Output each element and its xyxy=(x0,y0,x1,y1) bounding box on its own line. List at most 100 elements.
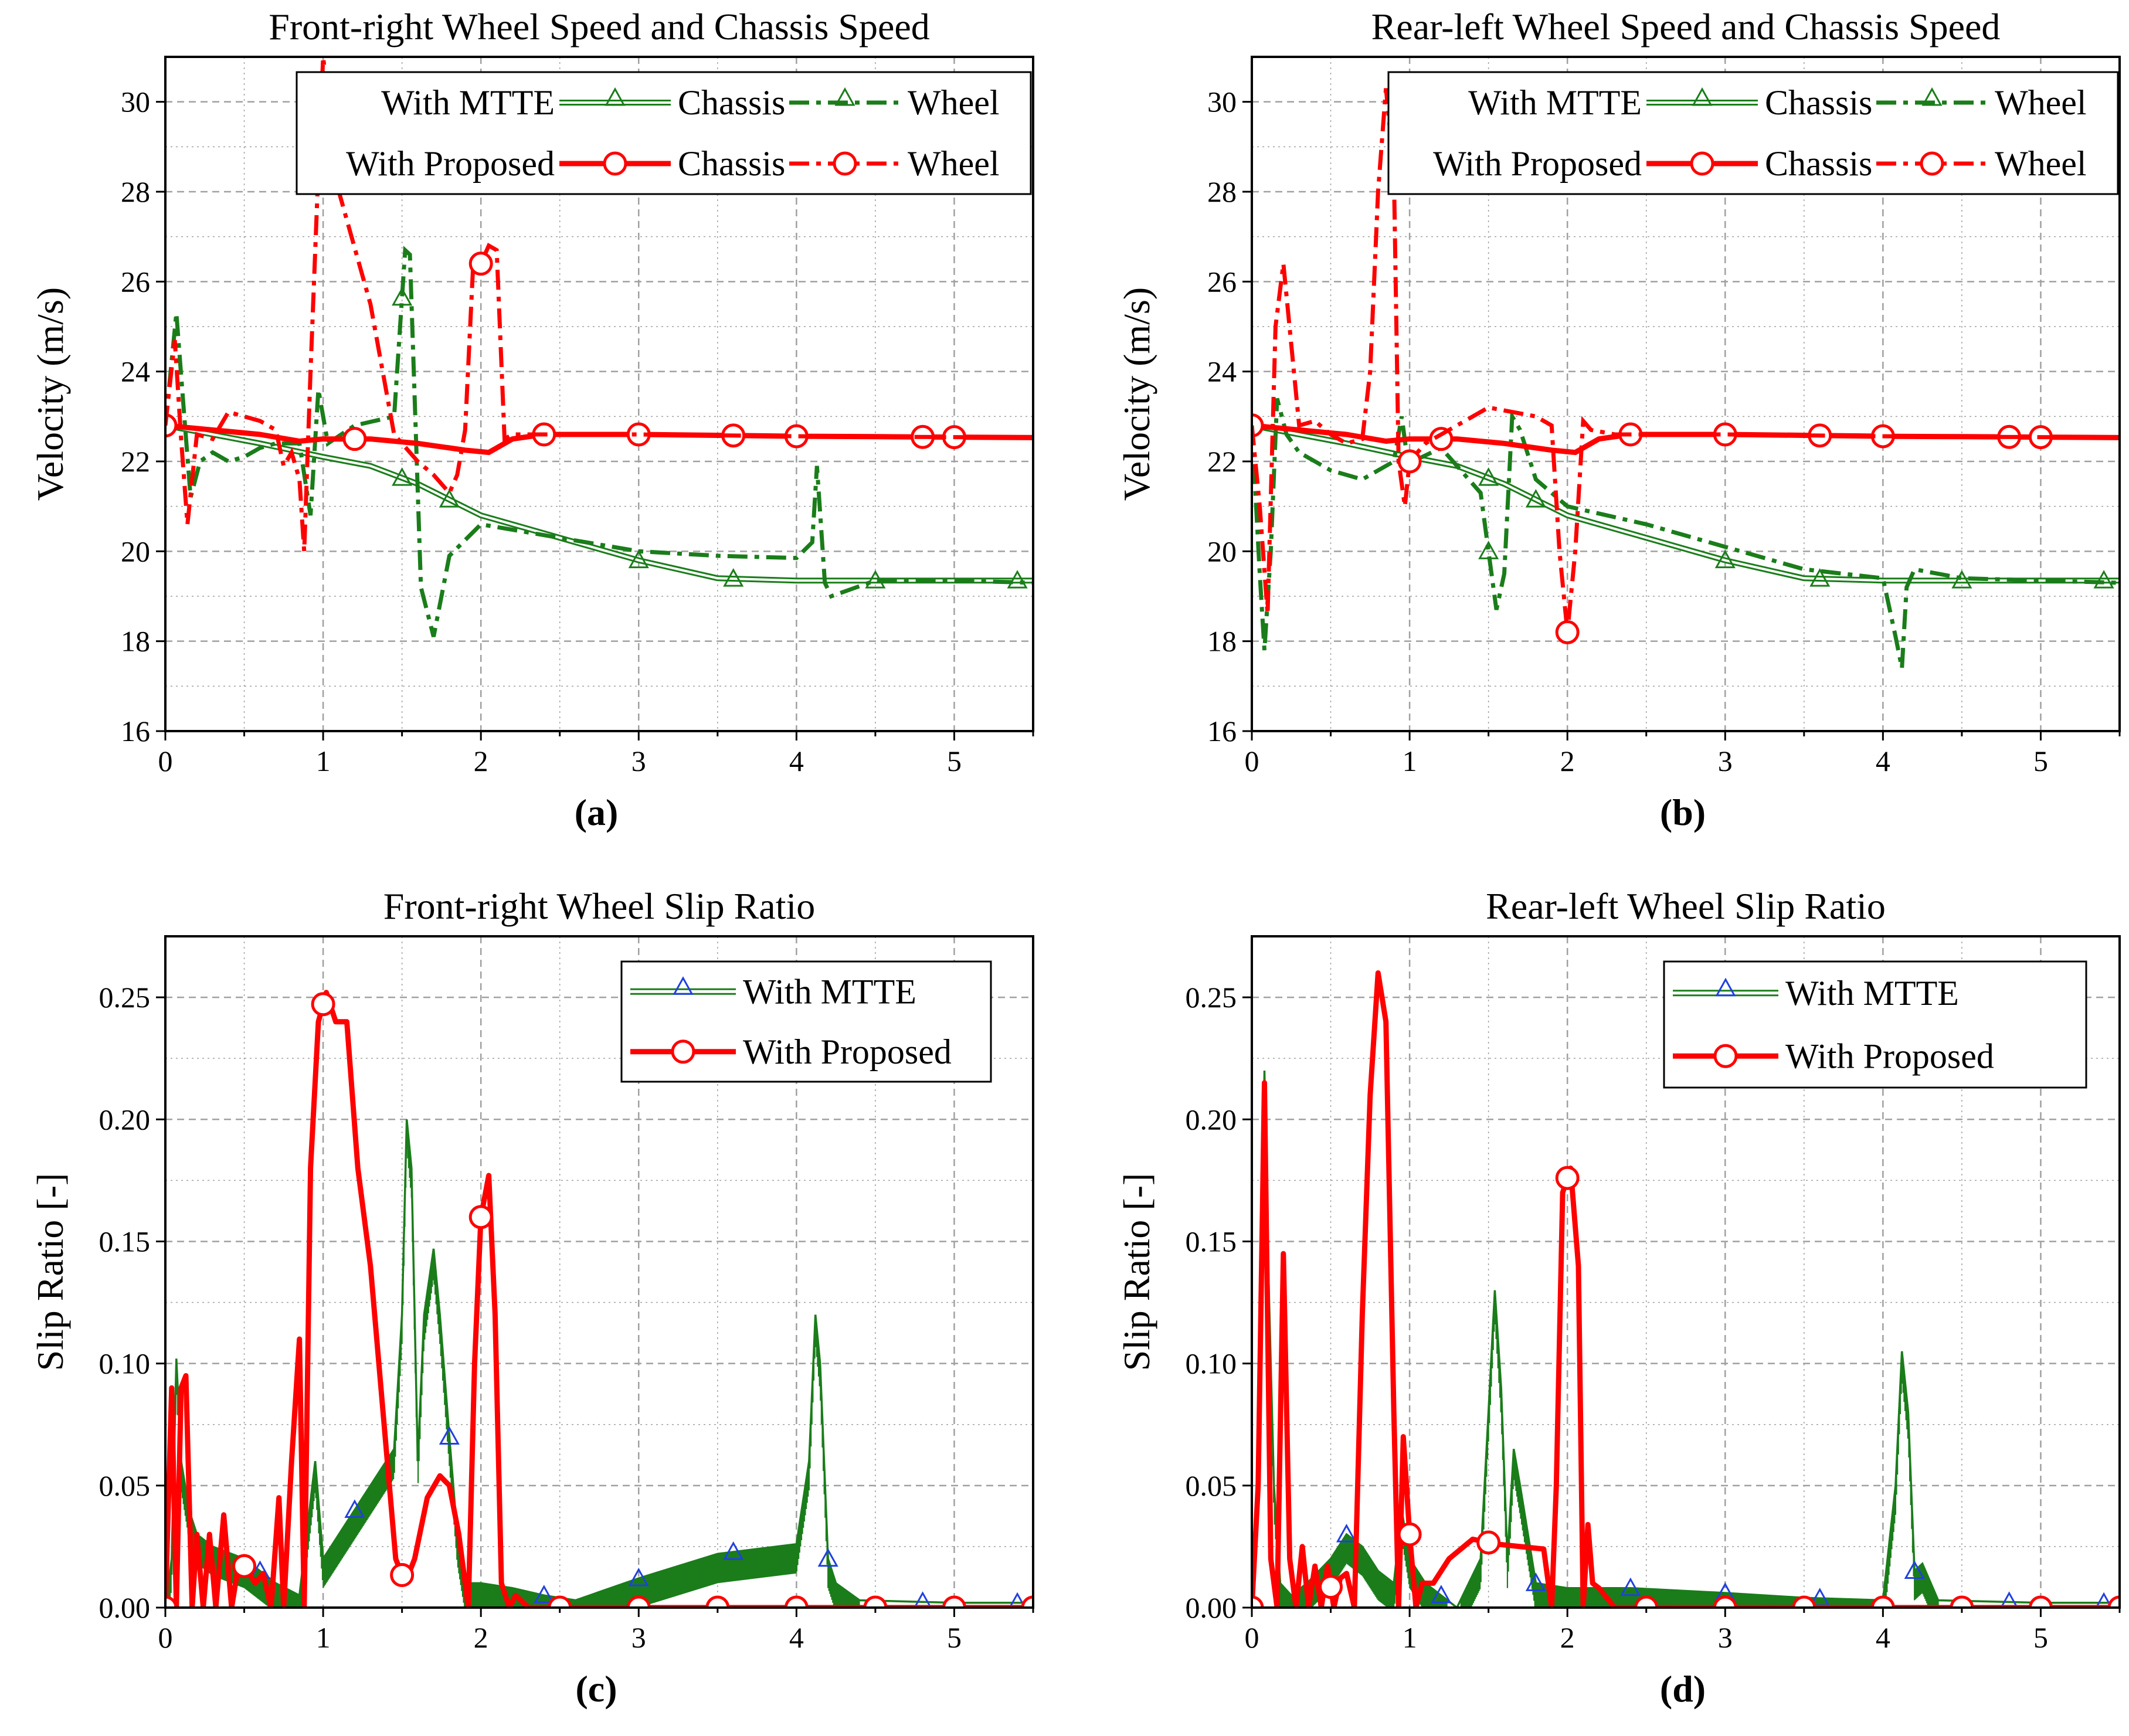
legend-entry-label: With MTTE xyxy=(1785,974,1959,1013)
series-with-proposed-marker-7 xyxy=(705,1595,730,1608)
x-tick-label: 5 xyxy=(2033,1621,2048,1654)
y-tick-label: 0.10 xyxy=(99,1347,151,1380)
series-with-mtte-wheel-marker-0 xyxy=(392,287,413,306)
legend-entry-label: With MTTE xyxy=(743,972,916,1011)
y-axis-label: Slip Ratio [-] xyxy=(1116,1173,1157,1371)
legend: With MTTE With Proposed xyxy=(620,960,992,1083)
y-tick-label: 0.05 xyxy=(99,1469,151,1502)
y-tick-label: 30 xyxy=(121,86,150,118)
legend: With MTTE Chassis Wheel With Proposed Chassi… xyxy=(296,71,1032,195)
legend-box xyxy=(296,71,1032,195)
legend-swatch-marker xyxy=(603,151,627,176)
legend-entry-label: With Proposed xyxy=(743,1032,952,1071)
series-with-proposed-marker-5 xyxy=(548,1595,572,1608)
series-with-proposed-wheel-marker-0 xyxy=(468,252,493,276)
legend-swatch-marker xyxy=(1920,151,1944,176)
chart-title: Rear-left Wheel Speed and Chassis Speed xyxy=(1371,6,2001,47)
y-tick-label: 30 xyxy=(1207,86,1237,118)
series-with-proposed-chassis-line xyxy=(1252,423,2120,456)
series-with-mtte-marker-2 xyxy=(1525,1572,1546,1591)
panel-label: (c) xyxy=(575,1668,617,1710)
series-with-proposed-marker-3 xyxy=(1476,1530,1501,1555)
y-tick-label: 0.25 xyxy=(1186,981,1237,1014)
series-with-proposed-wheel-line xyxy=(165,57,1033,552)
series-with-mtte-chassis-line-inner xyxy=(1252,424,2120,582)
series-with-proposed-marker-4 xyxy=(1555,1166,1580,1190)
x-tick-label: 1 xyxy=(1403,745,1417,777)
legend-swatch-marker xyxy=(671,1039,695,1064)
series-with-mtte-marker-6 xyxy=(817,1548,838,1567)
y-tick-label: 24 xyxy=(1207,355,1237,388)
series-with-mtte-chassis-marker-5 xyxy=(1007,570,1028,589)
legend-entry-label: Wheel xyxy=(908,144,1000,183)
legend-entry-label: Chassis xyxy=(1765,144,1872,183)
x-tick-label: 2 xyxy=(1560,1621,1575,1654)
series-with-proposed-line xyxy=(165,990,1033,1608)
x-tick-label: 2 xyxy=(474,1621,488,1654)
series-with-proposed-marker-1 xyxy=(232,1554,257,1578)
x-tick-label: 2 xyxy=(1560,745,1575,777)
x-tick-label: 4 xyxy=(789,745,804,777)
series-with-proposed-wheel-marker-1 xyxy=(1555,620,1580,644)
legend-swatch-marker xyxy=(1690,151,1714,176)
axes-frame xyxy=(1251,56,2121,732)
plot-area xyxy=(165,57,1033,637)
series-with-proposed-marker-5 xyxy=(1634,1595,1659,1608)
series-with-mtte-marker-2 xyxy=(439,1426,460,1445)
series-with-proposed-marker-0 xyxy=(1252,1595,1264,1608)
series-with-proposed-marker-4 xyxy=(468,1205,493,1229)
series-with-mtte-chassis-marker-2 xyxy=(628,549,649,569)
series-with-proposed-chassis-line xyxy=(165,423,1033,456)
series-with-mtte-wheel-marker-0 xyxy=(1478,541,1499,559)
y-tick-label: 28 xyxy=(1207,175,1237,208)
x-tick-label: 2 xyxy=(474,745,488,777)
legend-swatch-marker xyxy=(833,151,857,176)
x-tick-label: 0 xyxy=(1245,1621,1259,1654)
axes-frame xyxy=(164,56,1034,732)
series-with-mtte-marker-1 xyxy=(1431,1585,1452,1603)
legend-group-label: With Proposed xyxy=(346,144,555,183)
legend-entry-label: With Proposed xyxy=(1785,1037,1994,1075)
x-tick-label: 5 xyxy=(947,1621,962,1654)
x-tick-label: 1 xyxy=(316,1621,331,1654)
series-with-proposed-line xyxy=(1252,970,2120,1608)
series-with-mtte-line xyxy=(1252,1070,2120,1608)
legend-swatch-marker xyxy=(834,87,855,106)
x-tick-label: 5 xyxy=(2033,745,2048,777)
series-with-mtte-chassis-marker-3 xyxy=(1809,568,1831,587)
legend-swatch-marker xyxy=(1713,1044,1738,1068)
series-with-proposed-marker-6 xyxy=(1713,1595,1737,1608)
y-tick-label: 22 xyxy=(1207,445,1237,478)
series-with-mtte-chassis-marker-0 xyxy=(1478,467,1499,486)
legend-entry-label: Chassis xyxy=(678,144,785,183)
y-tick-label: 0.05 xyxy=(1186,1469,1237,1502)
x-tick-label: 1 xyxy=(1403,1621,1417,1654)
series-with-proposed-marker-1 xyxy=(1319,1575,1343,1599)
series-with-proposed-marker-11 xyxy=(1021,1595,1033,1608)
series-with-mtte-wheel-line xyxy=(1252,398,2120,669)
series-with-proposed-marker-2 xyxy=(1397,1522,1422,1547)
x-tick-label: 1 xyxy=(316,745,331,777)
plot-area xyxy=(1252,88,2120,669)
series-with-proposed-marker-0 xyxy=(165,1595,178,1608)
y-tick-label: 20 xyxy=(1207,535,1237,568)
y-tick-label: 0.20 xyxy=(99,1103,151,1136)
legend-swatch-marker xyxy=(673,976,694,995)
series-with-proposed-marker-10 xyxy=(2028,1595,2053,1608)
legend-box xyxy=(1663,960,2087,1089)
y-axis-label: Velocity (m/s) xyxy=(1116,287,1157,501)
legend-entry-label: Wheel xyxy=(1995,144,2087,183)
y-axis-label: Velocity (m/s) xyxy=(29,287,71,501)
axes-frame xyxy=(1251,935,2121,1609)
y-tick-label: 26 xyxy=(1207,265,1237,298)
legend-swatch-marker xyxy=(1921,87,1943,106)
panel-a-front-right-speed: 0 1 2 3 4 5 16 18 20 22 24 26 28 30 Front-right Wheel … xyxy=(29,6,1034,833)
x-tick-label: 3 xyxy=(1718,745,1733,777)
legend-box xyxy=(1387,71,2119,195)
series-with-proposed-marker-10 xyxy=(942,1595,966,1608)
x-tick-label: 3 xyxy=(1718,1621,1733,1654)
legend-entry-label: Wheel xyxy=(1995,83,2087,122)
plot-area xyxy=(1252,970,2120,1608)
series-with-mtte-chassis-marker-1 xyxy=(439,489,460,508)
